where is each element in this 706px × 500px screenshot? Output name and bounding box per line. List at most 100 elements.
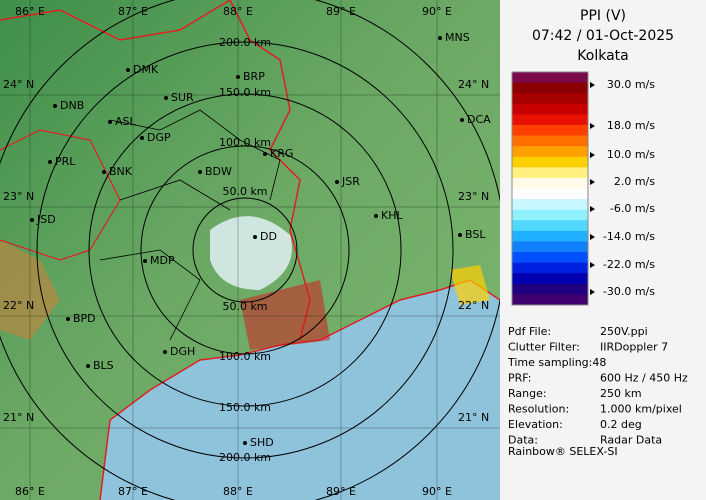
map: 86° E 86° E 87° E 87° E 88° E 88° E 89° E 89° E…: [0, 0, 500, 500]
info-key: Clutter Filter:: [508, 341, 580, 354]
range-label: 50.0 km: [222, 185, 267, 198]
city-dot: [108, 120, 112, 124]
scale-label: 18.0 m/s: [607, 119, 655, 132]
info-key: Time sampling:48: [507, 356, 606, 369]
scale-swatch: [512, 283, 588, 295]
lat-label: 24° N: [458, 78, 489, 91]
lon-label: 90° E: [422, 485, 452, 498]
scale-pointer: [590, 234, 595, 240]
city-dot: [66, 317, 70, 321]
city-label: KRG: [270, 147, 293, 160]
scale-swatch: [512, 114, 588, 126]
lon-label: 88° E: [223, 485, 253, 498]
info-value: 600 Hz / 450 Hz: [600, 372, 688, 385]
scale-pointer: [590, 82, 595, 88]
city-dot: [253, 235, 257, 239]
scale-label: -6.0 m/s: [610, 202, 655, 215]
scale-swatch: [512, 230, 588, 242]
city-dot: [374, 214, 378, 218]
panel-site: Kolkata: [577, 48, 628, 64]
city-dot: [243, 441, 247, 445]
city-label: BSL: [465, 228, 486, 241]
range-label: 100.0 km: [219, 350, 271, 363]
city-label: BLS: [93, 359, 114, 372]
range-ring: [192, 197, 298, 303]
city-dot: [53, 104, 57, 108]
scale-label: 30.0 m/s: [607, 78, 655, 91]
lon-label: 89° E: [326, 485, 356, 498]
scale-swatch: [512, 220, 588, 232]
info-value: 250 km: [600, 387, 642, 400]
scale-swatch: [512, 241, 588, 253]
echo: [450, 265, 490, 305]
city-label: PRL: [55, 155, 76, 168]
range-rings: [0, 0, 500, 500]
info-key: Data:: [508, 434, 538, 447]
city-label: DGP: [147, 131, 171, 144]
info-key: PRF:: [508, 372, 531, 385]
lat-label: 21° N: [458, 411, 489, 424]
lat-label: 22° N: [3, 299, 34, 312]
info-value: IIRDoppler 7: [600, 341, 668, 354]
scale-pointer: [590, 152, 595, 158]
lat-label: 24° N: [3, 78, 34, 91]
district-lines: [99, 109, 281, 341]
panel-title: PPI (V): [580, 8, 626, 24]
city-dot: [30, 218, 34, 222]
city-label: KHL: [381, 209, 403, 222]
city-dot: [163, 350, 167, 354]
range-ring: [140, 145, 350, 355]
scale-label: -14.0 m/s: [603, 230, 655, 243]
border: [0, 0, 231, 41]
scale-swatch: [512, 135, 588, 147]
city-dot: [460, 118, 464, 122]
city-dot: [48, 160, 52, 164]
city-label: DD: [260, 230, 277, 243]
city-dot: [143, 259, 147, 263]
city-dot: [126, 68, 130, 72]
city-label: DGH: [170, 345, 195, 358]
range-label: 200.0 km: [219, 451, 271, 464]
lon-label: 89° E: [326, 5, 356, 18]
city-label: DNB: [60, 99, 84, 112]
city-label: MNS: [445, 31, 470, 44]
info-value: 250V.ppi: [600, 325, 648, 338]
range-label: 100.0 km: [219, 136, 271, 149]
range-label: 150.0 km: [219, 86, 271, 99]
city-dot: [102, 170, 106, 174]
city-label: BPD: [73, 312, 96, 325]
scale-swatch: [512, 199, 588, 211]
range-label: 200.0 km: [219, 36, 271, 49]
city-label: SHD: [250, 436, 274, 449]
range-label: 150.0 km: [219, 401, 271, 414]
scale-pointer: [590, 179, 595, 185]
city-label: MDP: [150, 254, 175, 267]
city-label: BDW: [205, 165, 232, 178]
scale-swatch: [512, 188, 588, 200]
city-dot: [140, 136, 144, 140]
lat-label: 23° N: [3, 190, 34, 203]
scale-swatch: [512, 156, 588, 168]
map-labels: 86° E 86° E 87° E 87° E 88° E 88° E 89° E 89° E…: [3, 5, 491, 498]
range-ring: [36, 41, 454, 459]
footer: Rainbow® SELEX-SI: [508, 445, 618, 458]
sea: [100, 280, 500, 500]
scale-pointer: [590, 262, 595, 268]
lat-label: 23° N: [458, 190, 489, 203]
border: [229, 0, 311, 341]
lon-label: 86° E: [15, 485, 45, 498]
scale-frame: [511, 71, 589, 306]
city-dot: [236, 75, 240, 79]
scale-swatch: [512, 146, 588, 158]
city-dot: [263, 152, 267, 156]
info-key: Range:: [508, 387, 547, 400]
city-label: BNK: [109, 165, 133, 178]
city-label: ASL: [115, 115, 137, 128]
scale-swatch: [512, 82, 588, 94]
echo: [210, 216, 292, 290]
scale-label: 2.0 m/s: [614, 175, 655, 188]
scale-swatch: [512, 167, 588, 179]
city-dot: [335, 180, 339, 184]
scale-label: -22.0 m/s: [603, 258, 655, 271]
